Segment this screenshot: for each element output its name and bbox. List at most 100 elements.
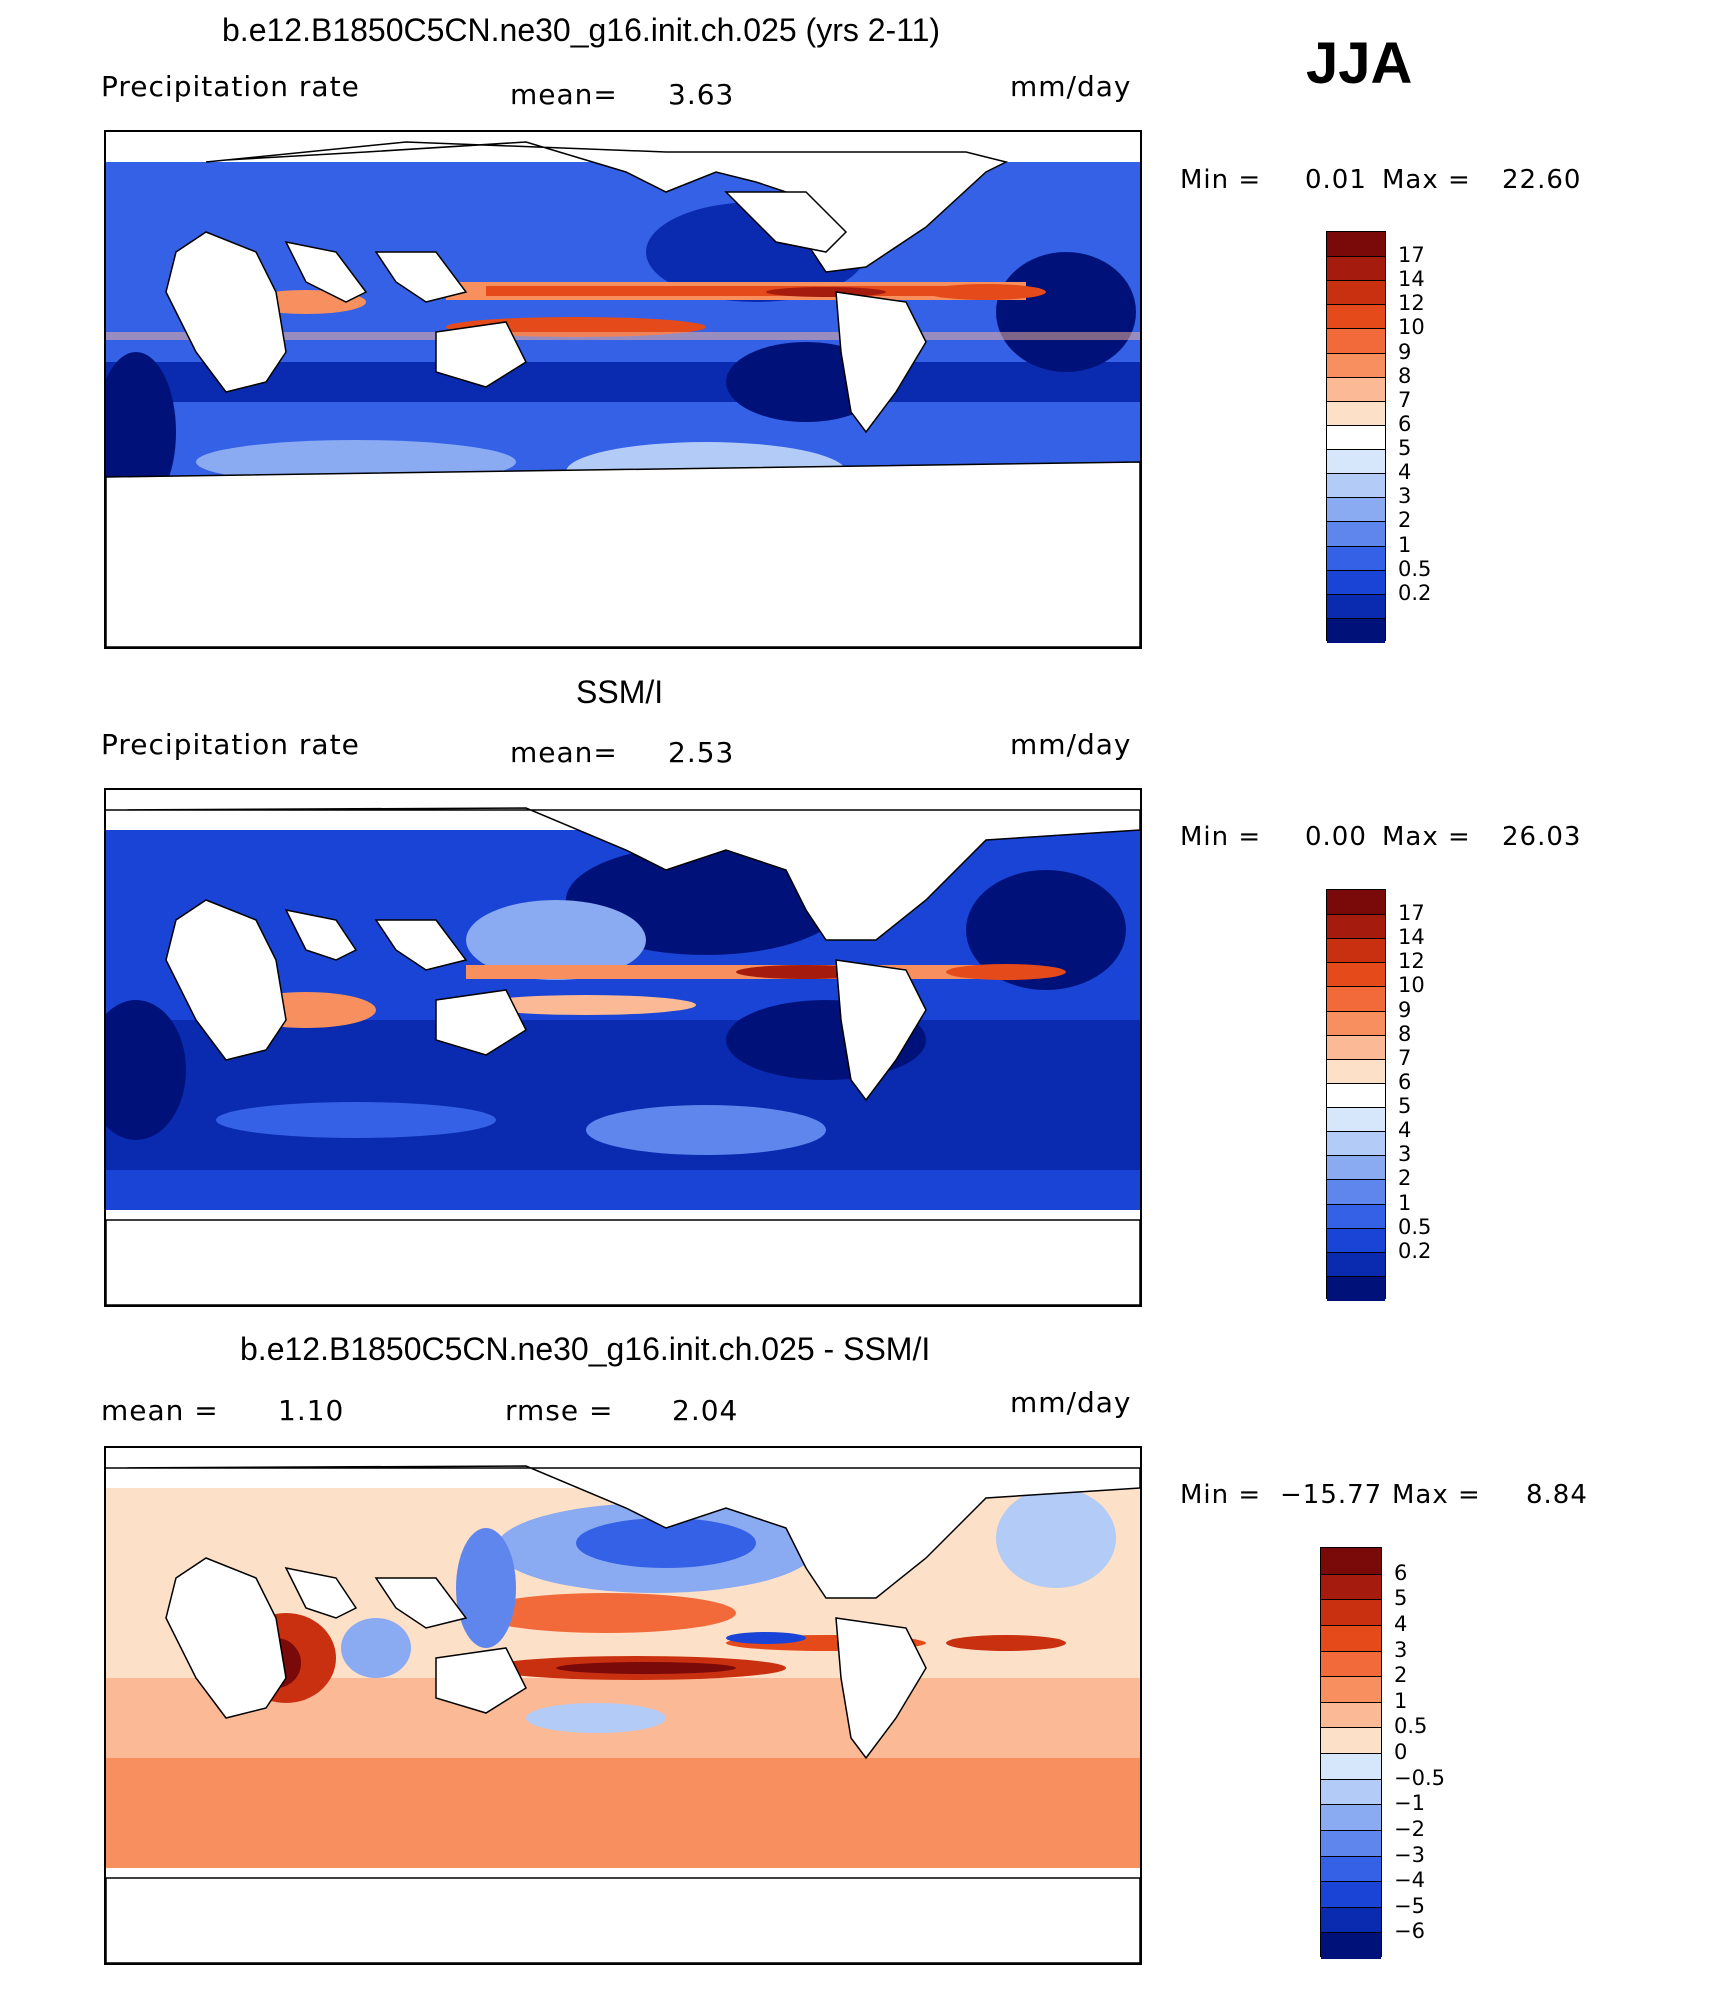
colorbar-segment — [1327, 1131, 1385, 1157]
colorbar-tick-label: 0.2 — [1398, 1238, 1432, 1263]
colorbar-tick-label: 6 — [1398, 1069, 1412, 1094]
colorbar-segment — [1327, 1203, 1385, 1229]
colorbar-tick-label: 17 — [1398, 901, 1425, 926]
colorbar-segment — [1321, 1778, 1381, 1806]
colorbar-tick-label: 10 — [1398, 973, 1425, 998]
colorbar-segment — [1327, 1251, 1385, 1277]
panel2-max-value: 26.03 — [1502, 822, 1582, 852]
colorbar-segment — [1327, 1010, 1385, 1036]
colorbar-segment — [1327, 232, 1385, 257]
colorbar-tick-label: 9 — [1398, 997, 1412, 1022]
colorbar-tick-label: 5 — [1398, 1094, 1412, 1119]
season-label: JJA — [1306, 31, 1413, 96]
colorbar-segment — [1327, 473, 1385, 499]
panel1-colorbar: 17 14 12 10 9 8 7 6 5 4 3 2 1 0.5 0.2 — [1326, 231, 1431, 643]
colorbar-segment — [1327, 280, 1385, 306]
colorbar-tick-label: 5 — [1394, 1586, 1408, 1611]
colorbar-tick-label: −0.5 — [1394, 1765, 1445, 1790]
colorbar-segment — [1327, 593, 1385, 619]
colorbar-segment — [1327, 304, 1385, 330]
colorbar-box — [1320, 1547, 1382, 1959]
colorbar-segment — [1327, 569, 1385, 595]
panel2-min-value: 0.00 — [1305, 822, 1367, 852]
colorbar-segment — [1327, 962, 1385, 988]
panel1-units: mm/day — [1010, 70, 1132, 103]
colorbar-segment — [1321, 1573, 1381, 1601]
panel3-max-label: Max = — [1392, 1480, 1481, 1510]
panel1-max-label: Max = — [1382, 165, 1471, 195]
panel1-map — [104, 130, 1142, 649]
colorbar-tick-label: 3 — [1398, 484, 1412, 509]
panel1-mean-value: 3.63 — [668, 78, 735, 111]
colorbar-segment — [1321, 1650, 1381, 1678]
colorbar-segment — [1327, 1058, 1385, 1084]
panel3-units: mm/day — [1010, 1386, 1132, 1419]
panel3-rmse-value: 2.04 — [672, 1394, 739, 1427]
colorbar-segment — [1327, 617, 1385, 643]
colorbar-tick-label: 4 — [1394, 1611, 1408, 1636]
colorbar-segment — [1327, 1034, 1385, 1060]
panel3-mean-value: 1.10 — [278, 1394, 345, 1427]
colorbar-tick-label: −4 — [1394, 1868, 1425, 1893]
colorbar-tick-label: −6 — [1394, 1919, 1425, 1944]
colorbar-segment — [1327, 1082, 1385, 1109]
colorbar-tick-label: 14 — [1398, 925, 1425, 950]
colorbar-segment — [1327, 256, 1385, 282]
panel1-title: b.e12.B1850C5CN.ne30_g16.init.ch.025 (yr… — [222, 12, 941, 48]
colorbar-tick-label: −2 — [1394, 1816, 1425, 1841]
colorbar-tick-label: 9 — [1398, 339, 1412, 364]
panel2-colorbar: 17 14 12 10 9 8 7 6 5 4 3 2 1 0.5 0.2 — [1326, 889, 1431, 1301]
colorbar-tick-label: 8 — [1398, 1021, 1412, 1046]
colorbar-segment — [1327, 497, 1385, 523]
colorbar-segment — [1321, 1727, 1381, 1754]
colorbar-segment — [1321, 1676, 1381, 1703]
panel2-units: mm/day — [1010, 728, 1132, 761]
colorbar-segment — [1321, 1701, 1381, 1729]
panel1-min-label: Min = — [1180, 165, 1262, 195]
colorbar-segment — [1327, 424, 1385, 451]
colorbar-tick-label: 4 — [1398, 460, 1412, 485]
colorbar-tick-label: 2 — [1398, 508, 1412, 533]
colorbar-segment — [1321, 1829, 1381, 1857]
colorbar-tick-label: 0.5 — [1394, 1714, 1428, 1739]
colorbar-segment — [1321, 1753, 1381, 1780]
colorbar-segment — [1327, 938, 1385, 964]
colorbar-tick-label: 4 — [1398, 1118, 1412, 1143]
colorbar-segment — [1321, 1906, 1381, 1934]
colorbar-tick-label: 6 — [1398, 411, 1412, 436]
colorbar-box — [1326, 889, 1386, 1301]
colorbar-tick-label: 1 — [1398, 532, 1412, 557]
colorbar-tick-label: 6 — [1394, 1560, 1408, 1585]
panel3-mean-label: mean = — [101, 1394, 219, 1427]
panel3-min-value: −15.77 — [1280, 1480, 1383, 1510]
colorbar-tick-label: 14 — [1398, 267, 1425, 292]
colorbar-tick-label: 7 — [1398, 387, 1412, 412]
colorbar-tick-label: 2 — [1394, 1663, 1408, 1688]
colorbar-tick-label: 3 — [1394, 1637, 1408, 1662]
panel1-min-value: 0.01 — [1305, 165, 1367, 195]
colorbar-tick-label: −5 — [1394, 1893, 1425, 1918]
colorbar-segment — [1327, 1155, 1385, 1181]
colorbar-tick-label: 12 — [1398, 291, 1425, 316]
colorbar-tick-label: 12 — [1398, 949, 1425, 974]
colorbar-tick-label: −3 — [1394, 1842, 1425, 1867]
panel2-map — [104, 788, 1142, 1307]
colorbar-segment — [1321, 1599, 1381, 1626]
colorbar-segment — [1327, 1179, 1385, 1205]
panel2-mean-label: mean= — [510, 736, 618, 769]
colorbar-segment — [1327, 1107, 1385, 1133]
colorbar-segment — [1321, 1548, 1381, 1574]
colorbar-tick-label: 0 — [1394, 1740, 1408, 1764]
colorbar-tick-label: 17 — [1398, 243, 1425, 268]
colorbar-segment — [1327, 449, 1385, 475]
colorbar-tick-label: 5 — [1398, 436, 1412, 461]
colorbar-segment — [1321, 1624, 1381, 1652]
colorbar-tick-label: 8 — [1398, 363, 1412, 388]
colorbar-segment — [1321, 1855, 1381, 1883]
colorbar-segment — [1327, 914, 1385, 940]
colorbar-segment — [1327, 521, 1385, 547]
colorbar-tick-label: 1 — [1394, 1688, 1408, 1713]
colorbar-tick-label: 0.2 — [1398, 580, 1432, 605]
panel2-min-label: Min = — [1180, 822, 1262, 852]
colorbar-segment — [1327, 376, 1385, 402]
